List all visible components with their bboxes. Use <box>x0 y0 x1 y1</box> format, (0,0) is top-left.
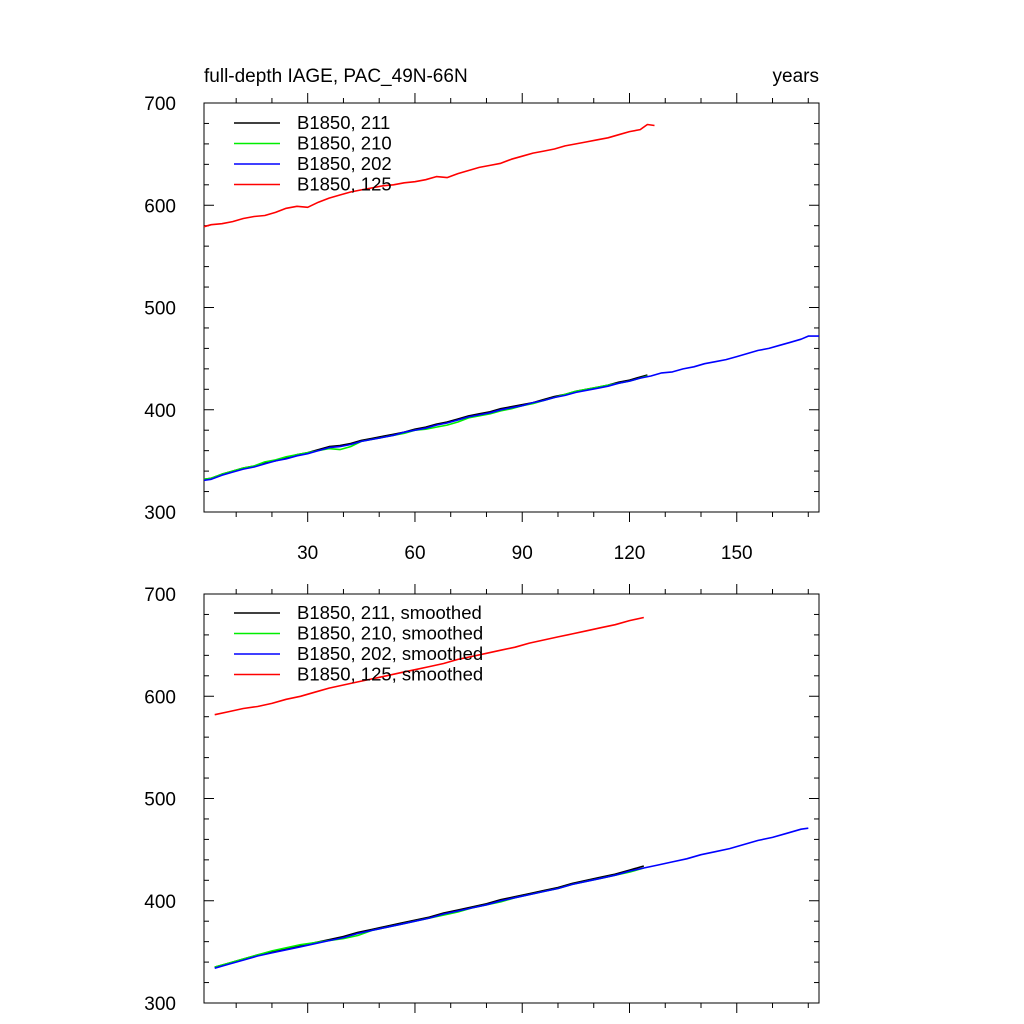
legend-label: B1850, 211 <box>297 112 390 133</box>
series-line-3 <box>203 335 819 482</box>
x-tick-label: 90 <box>512 543 533 564</box>
y-tick-label: 300 <box>144 503 176 524</box>
series-line-4 <box>203 123 655 228</box>
legend-label: B1850, 210 <box>297 133 392 154</box>
legend-label: B1850, 210, smoothed <box>297 623 483 644</box>
y-tick-label: 700 <box>144 94 176 115</box>
y-tick-label: 400 <box>144 892 176 913</box>
legend-label: B1850, 125 <box>297 174 392 195</box>
legend-label: B1850, 202, smoothed <box>297 643 483 664</box>
series-line-3 <box>214 827 809 969</box>
x-tick-label: 120 <box>614 543 646 564</box>
y-tick-label: 300 <box>144 994 176 1015</box>
y-tick-label: 500 <box>144 790 176 811</box>
y-tick-label: 500 <box>144 299 176 320</box>
legend-label: B1850, 125, smoothed <box>297 664 483 685</box>
x-tick-label: 30 <box>297 543 318 564</box>
series-line-4 <box>214 616 644 716</box>
series-line-2 <box>203 375 648 481</box>
chart-title: full-depth IAGE, PAC_49N-66N <box>204 66 468 87</box>
y-tick-label: 600 <box>144 687 176 708</box>
legend-label: B1850, 211, smoothed <box>297 602 482 623</box>
series-line-1 <box>214 865 645 968</box>
x-tick-label: 150 <box>721 543 753 564</box>
y-tick-label: 600 <box>144 196 176 217</box>
legend-label: B1850, 202 <box>297 153 392 174</box>
y-tick-label: 400 <box>144 401 176 422</box>
chart-units: years <box>773 66 819 87</box>
x-tick-label: 60 <box>404 543 425 564</box>
y-tick-label: 700 <box>144 585 176 606</box>
